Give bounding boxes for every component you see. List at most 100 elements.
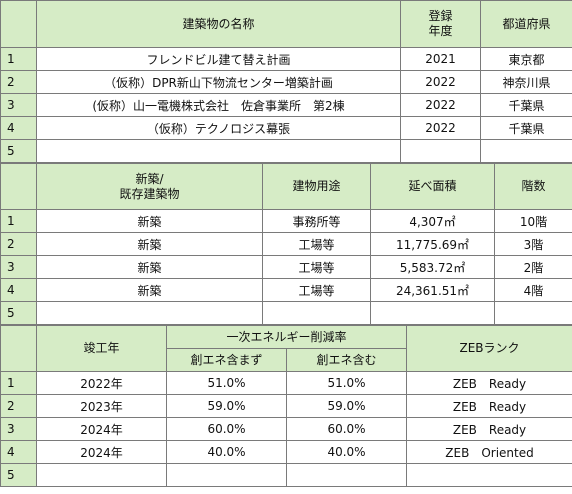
table-cell [36, 301, 263, 325]
table-cell: 2022 [400, 116, 481, 140]
table-cell: フレンドビル建て替え計画 [36, 47, 401, 71]
table-cell [480, 139, 572, 163]
row-number: 1 [0, 47, 37, 71]
header-cell: 一次エネルギー削減率 [165, 325, 408, 349]
table-row: 4 （仮称）テクノロジス幕張 2022 千葉県 [0, 116, 572, 140]
header-cell: 新築/ 既存建築物 [36, 163, 263, 210]
table-cell: 新築 [36, 209, 263, 233]
table-cell: ZEB Oriented [406, 440, 572, 464]
table-cell: 事務所等 [262, 209, 371, 233]
table-row: 3 新築 工場等 5,583.72㎡ 2階 [0, 255, 572, 279]
table-cell: 5,583.72㎡ [370, 255, 495, 279]
row-number: 1 [0, 209, 37, 233]
row-number: 3 [0, 417, 37, 441]
header-cell: 階数 [494, 163, 572, 210]
header-cell: 創エネ含む [285, 348, 408, 372]
table-cell [494, 301, 572, 325]
header-cell: 登録 年度 [400, 0, 481, 48]
table-cell [36, 463, 167, 487]
building-table: 建築物の名称 登録 年度 都道府県 1 フレンドビル建て替え計画 2021 東京都 2 （… [0, 0, 572, 163]
table-row: 4 新築 工場等 24,361.51㎡ 4階 [0, 278, 572, 302]
table-cell [36, 139, 401, 163]
table-row: 2 （仮称）DPR新山下物流センター増築計画 2022 神奈川県 [0, 70, 572, 94]
table-cell: 神奈川県 [480, 70, 572, 94]
spec-table: 新築/ 既存建築物 建物用途 延べ面積 階数 1 新築 事務所等 4,307㎡ 10階 2… [0, 163, 572, 325]
table-cell: （仮称）テクノロジス幕張 [36, 116, 401, 140]
table-cell: （仮称）DPR新山下物流センター増築計画 [36, 70, 401, 94]
table-cell: 東京都 [480, 47, 572, 71]
header-cell: 創エネ含まず [166, 348, 287, 372]
table-cell: 24,361.51㎡ [370, 278, 495, 302]
header-cell: 都道府県 [480, 0, 572, 48]
table-cell: 40.0% [166, 440, 287, 464]
row-number: 2 [0, 394, 37, 418]
table-cell [370, 301, 495, 325]
table-row: 4 2024年 40.0% 40.0% ZEB Oriented [0, 440, 572, 464]
table-cell: 10階 [494, 209, 572, 233]
table-row: 5 [0, 139, 572, 163]
table-row: 2 2023年 59.0% 59.0% ZEB Ready [0, 394, 572, 418]
row-number: 4 [0, 116, 37, 140]
table-cell: 千葉県 [480, 116, 572, 140]
header-cell [0, 325, 37, 372]
header-cell: 延べ面積 [370, 163, 495, 210]
table-cell: 2021 [400, 47, 481, 71]
row-number: 4 [0, 440, 37, 464]
table-cell: 11,775.69㎡ [370, 232, 495, 256]
table-cell: 40.0% [285, 440, 408, 464]
header-cell [0, 163, 37, 210]
table-cell: 2022 [400, 70, 481, 94]
row-number: 5 [0, 463, 37, 487]
table-cell: 3階 [494, 232, 572, 256]
table-cell: 2024年 [36, 440, 167, 464]
table-row: 1 2022年 51.0% 51.0% ZEB Ready [0, 371, 572, 395]
table-cell: 4,307㎡ [370, 209, 495, 233]
header-cell: 建物用途 [262, 163, 371, 210]
table-cell: 60.0% [285, 417, 408, 441]
table-cell: 2023年 [36, 394, 167, 418]
table-cell [406, 463, 572, 487]
row-number: 4 [0, 278, 37, 302]
table-cell: 2階 [494, 255, 572, 279]
row-number: 3 [0, 255, 37, 279]
table-cell: 59.0% [166, 394, 287, 418]
row-number: 2 [0, 232, 37, 256]
table-cell [400, 139, 481, 163]
table-cell: ZEB Ready [406, 371, 572, 395]
header-cell [0, 0, 37, 48]
table-cell: 新築 [36, 278, 263, 302]
table-cell: 新築 [36, 255, 263, 279]
table-cell: 59.0% [285, 394, 408, 418]
table-cell: 2022年 [36, 371, 167, 395]
table-cell: 工場等 [262, 278, 371, 302]
row-number: 5 [0, 139, 37, 163]
table-row: 1 新築 事務所等 4,307㎡ 10階 [0, 209, 572, 233]
table-cell: 千葉県 [480, 93, 572, 117]
table-cell: ZEB Ready [406, 417, 572, 441]
energy-table: 竣工年 一次エネルギー削減率 ZEBランク 創エネ含まず 創エネ含む 1 2022… [0, 325, 572, 487]
table-cell [262, 301, 371, 325]
table-cell: 60.0% [166, 417, 287, 441]
row-number: 2 [0, 70, 37, 94]
table-row: 2 新築 工場等 11,775.69㎡ 3階 [0, 232, 572, 256]
header-cell: 建築物の名称 [36, 0, 401, 48]
table-row: 3 2024年 60.0% 60.0% ZEB Ready [0, 417, 572, 441]
table-cell: 4階 [494, 278, 572, 302]
table-cell [285, 463, 408, 487]
table-cell: 新築 [36, 232, 263, 256]
table-row: 1 フレンドビル建て替え計画 2021 東京都 [0, 47, 572, 71]
table-row: 3 (仮称）山一電機株式会社 佐倉事業所 第2棟 2022 千葉県 [0, 93, 572, 117]
header-cell: ZEBランク [406, 325, 572, 372]
row-number: 5 [0, 301, 37, 325]
table-row: 5 [0, 463, 572, 487]
table-cell: ZEB Ready [406, 394, 572, 418]
header-cell: 竣工年 [36, 325, 167, 372]
table-row: 5 [0, 301, 572, 325]
table-cell [166, 463, 287, 487]
table-cell: 51.0% [166, 371, 287, 395]
table-cell: 工場等 [262, 255, 371, 279]
table-cell: 2024年 [36, 417, 167, 441]
row-number: 3 [0, 93, 37, 117]
row-number: 1 [0, 371, 37, 395]
